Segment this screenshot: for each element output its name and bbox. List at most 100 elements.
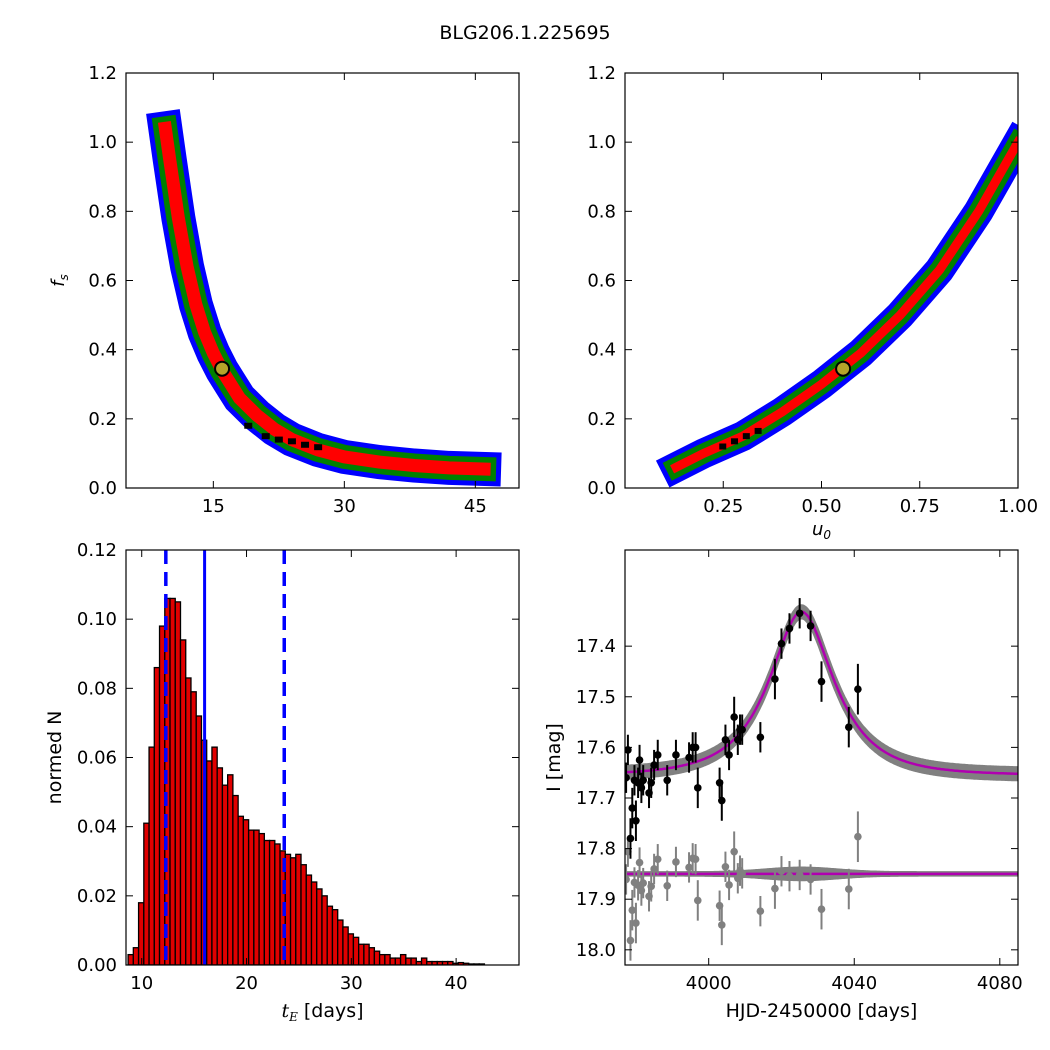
y-tick-label: 0.4	[587, 340, 616, 361]
histogram-bar	[206, 760, 213, 965]
histogram-bar	[363, 943, 370, 965]
x-tick-label: 4040	[831, 973, 877, 994]
histogram-bar	[227, 774, 234, 965]
data-point	[738, 725, 746, 734]
y-tick-label: 0.8	[587, 201, 616, 222]
y-tick-label: 0.10	[77, 609, 117, 630]
residual-point	[854, 832, 862, 841]
data-point	[771, 675, 779, 683]
histogram-bar	[137, 902, 145, 965]
residual-point	[663, 881, 672, 890]
best-region-cell	[754, 427, 762, 434]
data-point	[635, 756, 644, 764]
histogram-bar	[274, 843, 281, 965]
histogram-bar	[310, 881, 318, 965]
x-tick-label: 15	[202, 496, 225, 517]
histogram-bar	[247, 829, 255, 965]
data-point	[685, 753, 693, 762]
residual-point	[653, 855, 662, 864]
y-tick-label: 0.00	[77, 955, 117, 976]
figure-title: BLG206.1.225695	[439, 22, 611, 44]
residual-point	[738, 869, 746, 878]
histogram-bar	[389, 957, 396, 965]
x-tick-label: 0.75	[900, 496, 940, 517]
data-point	[650, 761, 658, 769]
data-point	[756, 733, 765, 742]
data-point	[672, 751, 680, 759]
residual-point	[717, 921, 726, 929]
y-tick-label: 17.7	[576, 788, 616, 809]
x-tick-label: 1.00	[998, 496, 1038, 517]
data-point	[626, 834, 635, 843]
y-tick-label: 17.5	[576, 687, 616, 708]
data-point	[785, 624, 794, 633]
histogram-bar	[420, 957, 428, 965]
residual-point	[672, 858, 680, 866]
panel-light-curve: 4000 4040 4080 17.4 17.5 17.6 17.7 17.8 17.9 18.0…	[543, 549, 1023, 1022]
residual-point	[626, 936, 635, 945]
panel-fs-vs-tE: 15 30 45 0.0 0.2 0.4 0.6 0.8 1.0 1.2 fs	[48, 63, 520, 517]
plot-area	[127, 550, 486, 965]
histogram-bar	[169, 597, 176, 965]
y-tick-label: 0.2	[587, 409, 616, 430]
x-tick-label: 20	[235, 973, 258, 994]
histogram-bar	[127, 953, 134, 965]
histogram-bar	[258, 832, 265, 965]
x-tick-label: 45	[464, 496, 487, 517]
histogram-bar	[405, 957, 412, 965]
histogram-bar	[237, 815, 245, 965]
histogram-bar	[399, 953, 407, 965]
histogram-bar	[211, 746, 218, 965]
residual-point	[639, 879, 647, 887]
data-point	[717, 796, 726, 805]
best-region-cell	[742, 433, 750, 440]
y-tick-label: 0.08	[77, 678, 117, 699]
y-tick-label: 1.0	[587, 132, 616, 153]
y-axis-label: I [mag]	[543, 723, 565, 792]
model-curve	[625, 610, 1018, 775]
histogram-bar	[174, 601, 182, 965]
region-1sigma	[670, 136, 1018, 474]
residual-point	[650, 865, 658, 873]
data-point	[625, 773, 630, 782]
residual-point	[756, 907, 765, 915]
best-region-cell	[301, 441, 310, 448]
x-axis-label: HJD-2450000 [days]	[726, 1000, 918, 1022]
histogram-bar	[342, 926, 349, 965]
histogram-bar	[253, 829, 260, 965]
histogram-bar	[368, 947, 376, 965]
y-tick-label: 0.6	[88, 271, 117, 292]
residual-point	[625, 875, 630, 884]
data-point	[632, 816, 640, 825]
residual-point	[806, 875, 815, 884]
y-tick-label: 0.4	[88, 340, 117, 361]
x-axis-label: u0	[812, 519, 831, 542]
residual-point	[632, 919, 640, 927]
histogram-bar	[143, 822, 150, 965]
y-tick-label: 17.6	[576, 737, 616, 758]
data-point	[721, 735, 730, 744]
y-tick-label: 17.9	[576, 889, 616, 910]
data-point	[625, 746, 632, 754]
residual-point	[691, 855, 700, 864]
y-tick-label: 0.12	[77, 540, 117, 561]
histogram-bar	[158, 625, 166, 965]
plot-area	[655, 121, 1018, 488]
x-tick-label: 0.25	[703, 496, 743, 517]
y-tick-label: 0.0	[88, 478, 117, 499]
histogram-bar	[190, 691, 197, 965]
region-3sigma	[146, 109, 502, 487]
histogram-bar	[321, 895, 328, 965]
histogram-bar	[148, 746, 155, 965]
data-point	[653, 751, 662, 759]
region-3sigma	[655, 121, 1018, 488]
residual-point	[693, 896, 702, 905]
histogram-bar	[289, 857, 297, 965]
histogram-bar	[394, 957, 402, 965]
data-point	[844, 723, 853, 731]
y-tick-label: 0.6	[587, 271, 616, 292]
residual-point	[795, 871, 804, 879]
best-region-cell	[287, 438, 296, 445]
y-tick-label: 0.2	[88, 409, 117, 430]
